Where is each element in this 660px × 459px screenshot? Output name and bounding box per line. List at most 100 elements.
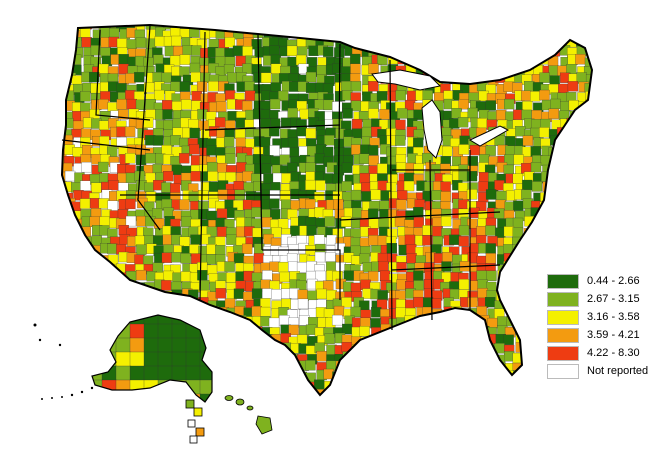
county-cell — [515, 126, 526, 137]
legend-label: 0.44 - 2.66 — [587, 275, 640, 287]
county-cell — [334, 399, 344, 409]
borough-cell — [214, 408, 229, 423]
county-cell — [89, 173, 101, 185]
county-cell — [524, 399, 534, 409]
county-cell — [593, 38, 603, 48]
county-cell — [63, 237, 74, 248]
county-cell — [551, 252, 562, 263]
county-cell — [594, 389, 604, 399]
county-cell — [433, 360, 444, 371]
county-cell — [458, 336, 469, 347]
county-cell — [512, 173, 523, 184]
county-cell — [226, 272, 237, 283]
county-cell — [497, 390, 508, 395]
county-cell — [341, 297, 352, 308]
county-cell — [541, 235, 552, 246]
county-cell — [252, 25, 263, 30]
county-cell — [359, 172, 370, 184]
county-cell — [515, 399, 525, 409]
county-cell — [595, 137, 605, 147]
county-cell — [243, 182, 254, 193]
county-cell — [324, 216, 335, 227]
county-cell — [513, 48, 525, 59]
county-cell — [584, 189, 592, 200]
county-cell — [244, 90, 256, 101]
county-cell — [458, 37, 470, 48]
county-cell — [146, 299, 157, 310]
county-cell — [575, 390, 587, 395]
county-cell — [72, 387, 83, 395]
county-cell — [368, 271, 379, 282]
county-cell — [333, 379, 344, 390]
county-cell — [557, 380, 569, 391]
county-cell — [216, 351, 228, 362]
county-cell — [137, 291, 148, 302]
county-cell — [566, 171, 577, 182]
county-cell — [533, 45, 545, 56]
county-cell — [170, 183, 181, 194]
county-cell — [64, 289, 76, 300]
county-cell — [261, 362, 272, 373]
county-cell — [567, 245, 578, 256]
county-cell — [295, 54, 307, 66]
county-cell — [531, 255, 542, 266]
county-cell — [92, 326, 103, 338]
county-cell — [208, 336, 219, 347]
county-cell — [566, 136, 577, 147]
county-cell — [578, 164, 589, 175]
county-cell — [251, 207, 262, 218]
county-cell — [450, 397, 460, 407]
county-cell — [494, 180, 505, 191]
county-cell — [64, 272, 75, 283]
county-cell — [62, 298, 67, 309]
county-cell — [576, 380, 587, 392]
county-cell — [260, 279, 271, 290]
county-cell — [578, 25, 589, 32]
county-cell — [595, 73, 605, 83]
county-cell — [530, 362, 541, 374]
county-cell — [550, 235, 561, 246]
county-cell — [179, 199, 190, 210]
county-cell — [415, 354, 426, 366]
county-cell — [62, 63, 66, 75]
county-cell — [398, 336, 409, 347]
county-cell — [62, 344, 73, 355]
county-cell — [559, 207, 570, 218]
county-cell — [597, 252, 607, 262]
county-cell — [557, 235, 569, 246]
county-cell — [398, 28, 409, 39]
county-cell — [287, 137, 299, 148]
county-cell — [413, 27, 425, 38]
county-cell — [524, 234, 535, 245]
county-cell — [217, 380, 228, 391]
borough-cell — [214, 380, 229, 395]
county-cell — [485, 243, 496, 254]
county-cell — [351, 144, 362, 155]
county-cell — [567, 208, 578, 219]
county-cell — [64, 380, 75, 391]
county-cell — [279, 154, 290, 165]
county-cell — [550, 388, 561, 395]
county-cell — [585, 180, 592, 192]
county-cell — [532, 273, 543, 284]
county-cell — [234, 325, 245, 336]
county-cell — [485, 253, 497, 264]
county-cell — [450, 361, 461, 372]
borough-cell — [88, 408, 103, 423]
borough-cell — [199, 393, 212, 402]
map-legend: 0.44 - 2.66 2.67 - 3.15 3.16 - 3.58 3.59 - … — [547, 272, 648, 380]
county-cell — [406, 46, 417, 57]
county-cell — [594, 381, 604, 391]
county-cell — [161, 280, 172, 291]
county-cell — [235, 343, 246, 355]
borough-cell — [214, 352, 229, 367]
county-cell — [485, 100, 496, 111]
county-cell — [595, 112, 605, 122]
county-cell — [440, 181, 451, 192]
county-cell — [477, 381, 488, 392]
county-cell — [236, 152, 248, 164]
county-cell — [450, 48, 462, 59]
county-cell — [62, 316, 64, 327]
county-cell — [171, 101, 183, 112]
